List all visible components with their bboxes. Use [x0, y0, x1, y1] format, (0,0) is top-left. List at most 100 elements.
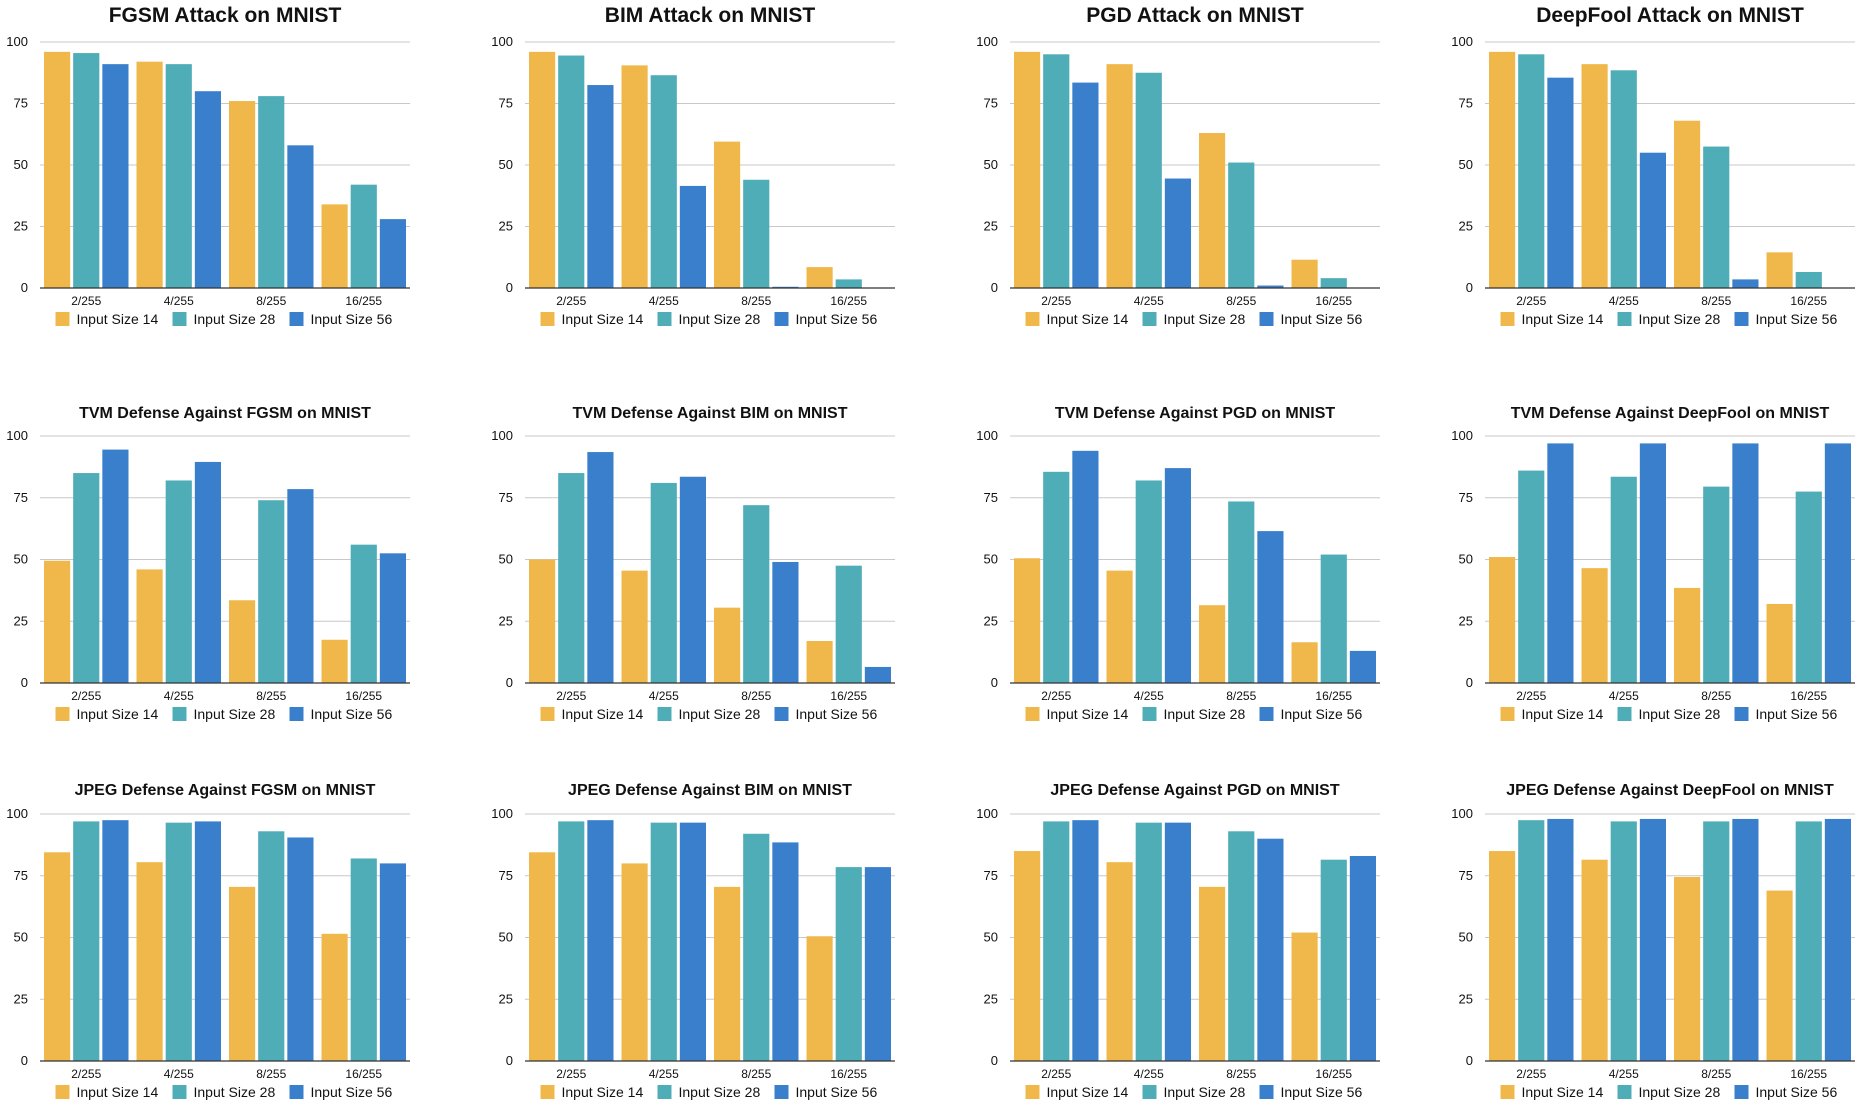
- bar-size28: [350, 184, 377, 288]
- bar-size56: [679, 476, 706, 683]
- x-tick-label: 4/255: [649, 689, 679, 703]
- y-tick-label: 75: [14, 96, 28, 111]
- legend-label-size56: Input Size 56: [1756, 311, 1838, 327]
- bar-size14: [621, 65, 648, 289]
- bar-size56: [102, 449, 129, 683]
- y-tick-label: 100: [491, 428, 513, 443]
- legend-swatch-size56: [1734, 707, 1749, 721]
- bar-size56: [864, 666, 891, 683]
- legend-swatch-size14: [1500, 1085, 1515, 1099]
- y-tick-label: 0: [1466, 1053, 1473, 1068]
- legend-swatch-size28: [172, 312, 187, 326]
- legend-label-size14: Input Size 14: [77, 1084, 159, 1100]
- legend-swatch-size28: [1142, 707, 1157, 721]
- bar-size28: [1228, 501, 1255, 683]
- legend-swatch-size56: [774, 312, 789, 326]
- bar-size56: [1547, 443, 1574, 683]
- bar-size14: [229, 600, 256, 683]
- legend-label-size28: Input Size 28: [1164, 311, 1246, 327]
- legend-label-size28: Input Size 28: [679, 311, 761, 327]
- legend-swatch-size14: [1500, 707, 1515, 721]
- legend-swatch-size28: [1142, 1085, 1157, 1099]
- bar-size56: [1072, 450, 1099, 683]
- legend-swatch-size14: [1500, 312, 1515, 326]
- bar-size56: [587, 452, 614, 683]
- chart-10: JPEG Defense Against BIM on MNIST 0 25 50 75…: [491, 782, 895, 1100]
- legend-label-size56: Input Size 56: [311, 1084, 393, 1100]
- legend-label-size14: Input Size 14: [1047, 311, 1129, 327]
- bar-size14: [1489, 557, 1516, 683]
- x-tick-label: 4/255: [164, 294, 194, 308]
- legend-swatch-size14: [55, 1085, 70, 1099]
- bar-size14: [321, 639, 348, 683]
- bar-size56: [679, 185, 706, 288]
- bar-size28: [73, 473, 100, 683]
- x-tick-label: 4/255: [1609, 294, 1639, 308]
- legend-swatch-size14: [1025, 1085, 1040, 1099]
- bar-size28: [350, 858, 377, 1061]
- bar-size56: [587, 85, 614, 288]
- bar-size28: [1703, 486, 1730, 683]
- x-tick-label: 16/255: [345, 689, 382, 703]
- bar-size28: [1043, 821, 1070, 1061]
- bar-size28: [1043, 54, 1070, 288]
- chart-12: JPEG Defense Against DeepFool on MNIST 0 2…: [1451, 782, 1855, 1100]
- y-tick-label: 100: [6, 34, 28, 49]
- y-tick-label: 0: [506, 280, 513, 295]
- bar-size14: [1106, 64, 1133, 288]
- bar-size56: [679, 822, 706, 1061]
- x-tick-label: 2/255: [71, 689, 101, 703]
- legend-label-size28: Input Size 28: [194, 706, 276, 722]
- bar-size14: [714, 886, 741, 1061]
- bar-size28: [165, 480, 192, 683]
- legend-label-size14: Input Size 14: [1047, 1084, 1129, 1100]
- bar-size56: [1732, 818, 1759, 1061]
- y-tick-label: 0: [21, 675, 28, 690]
- legend-swatch-size28: [657, 312, 672, 326]
- y-tick-label: 100: [976, 806, 998, 821]
- legend-label-size28: Input Size 28: [1164, 1084, 1246, 1100]
- y-tick-label: 25: [14, 219, 28, 234]
- bar-size28: [350, 544, 377, 683]
- x-tick-label: 4/255: [1609, 1067, 1639, 1081]
- y-tick-label: 75: [14, 868, 28, 883]
- legend-swatch-size14: [540, 1085, 555, 1099]
- y-tick-label: 50: [499, 157, 513, 172]
- bar-size56: [379, 553, 406, 683]
- bar-size28: [1320, 859, 1347, 1061]
- x-tick-label: 8/255: [1701, 1067, 1731, 1081]
- bar-size28: [1518, 470, 1545, 683]
- bar-size56: [194, 461, 221, 683]
- chart-title: JPEG Defense Against DeepFool on MNIST: [1506, 782, 1834, 799]
- bar-size56: [1824, 443, 1851, 683]
- legend-swatch-size28: [1142, 312, 1157, 326]
- bar-size56: [587, 820, 614, 1061]
- chart-title: JPEG Defense Against BIM on MNIST: [568, 782, 852, 799]
- bar-size28: [835, 867, 862, 1061]
- y-tick-label: 50: [499, 552, 513, 567]
- bar-size56: [1257, 838, 1284, 1061]
- legend-label-size56: Input Size 56: [1281, 1084, 1363, 1100]
- y-tick-label: 25: [14, 991, 28, 1006]
- bar-size56: [772, 286, 799, 288]
- bar-size14: [1014, 558, 1041, 683]
- bar-size56: [287, 837, 314, 1061]
- bar-size28: [743, 179, 770, 288]
- y-tick-label: 25: [499, 991, 513, 1006]
- legend-swatch-size56: [1259, 312, 1274, 326]
- bar-size28: [650, 482, 677, 683]
- legend-label-size56: Input Size 56: [1281, 311, 1363, 327]
- x-tick-label: 4/255: [164, 1067, 194, 1081]
- y-tick-label: 100: [976, 34, 998, 49]
- legend-label-size28: Input Size 28: [1164, 706, 1246, 722]
- legend-swatch-size14: [540, 707, 555, 721]
- x-tick-label: 16/255: [345, 1067, 382, 1081]
- y-tick-label: 75: [1459, 490, 1473, 505]
- y-tick-label: 0: [991, 1053, 998, 1068]
- x-tick-label: 8/255: [1226, 689, 1256, 703]
- x-tick-label: 2/255: [1516, 294, 1546, 308]
- bar-size14: [714, 141, 741, 288]
- bar-size28: [835, 565, 862, 683]
- bar-size14: [44, 852, 71, 1061]
